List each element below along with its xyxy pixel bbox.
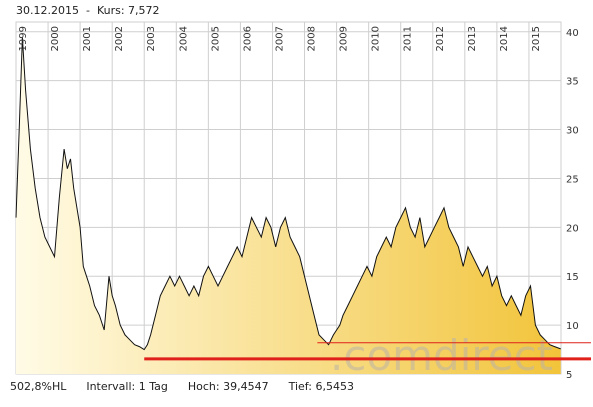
- y-tick-label: 40: [566, 28, 579, 39]
- year-label: 2009: [339, 26, 350, 51]
- year-label: 2002: [114, 26, 125, 51]
- interval-info: Intervall: 1 Tag: [86, 380, 168, 393]
- year-labels: 1999 2000 2001 2002 2003 2004 2005 2006 2007 2008…: [18, 26, 542, 51]
- high-value: Hoch: 39,4547: [187, 380, 269, 393]
- year-label: 2011: [403, 26, 414, 51]
- y-tick-label: 25: [566, 174, 579, 185]
- header-separator: -: [85, 4, 90, 17]
- quote-date: 30.12.2015: [16, 4, 79, 17]
- watermark-text: .comdirect: [330, 331, 553, 380]
- chart-header: 30.12.2015 - Kurs: 7,572: [16, 4, 160, 17]
- low-value: Tief: 6,5453: [288, 380, 354, 393]
- year-label: 1999: [18, 26, 29, 51]
- year-label: 2007: [274, 26, 285, 51]
- y-tick-label: 10: [566, 321, 579, 332]
- year-label: 2010: [371, 26, 382, 51]
- year-label: 2006: [242, 26, 253, 51]
- price-area-fill: [16, 37, 561, 374]
- y-axis-labels: 5 10 15 20 25 30 35 40: [566, 28, 579, 381]
- year-label: 2003: [146, 26, 157, 51]
- year-label: 2008: [307, 26, 318, 51]
- year-label: 2014: [499, 26, 510, 51]
- year-label: 2005: [210, 26, 221, 51]
- y-tick-label: 15: [566, 272, 579, 283]
- year-label: 2013: [467, 26, 478, 51]
- y-tick-label: 20: [566, 223, 579, 234]
- year-label: 2000: [50, 26, 61, 51]
- year-label: 2001: [82, 26, 93, 51]
- quote-price: Kurs: 7,572: [96, 4, 160, 17]
- chart-footer: 502,8%HL Intervall: 1 Tag Hoch: 39,4547 …: [10, 380, 570, 393]
- year-label: 2004: [178, 26, 189, 51]
- y-tick-label: 35: [566, 77, 579, 88]
- price-line: [15, 37, 561, 351]
- year-label: 2015: [531, 26, 542, 51]
- y-tick-label: 5: [566, 370, 572, 381]
- hl-percentage: 502,8%HL: [10, 380, 67, 393]
- support-lines: [144, 342, 591, 361]
- y-tick-label: 30: [566, 126, 579, 137]
- year-label: 2012: [435, 26, 446, 51]
